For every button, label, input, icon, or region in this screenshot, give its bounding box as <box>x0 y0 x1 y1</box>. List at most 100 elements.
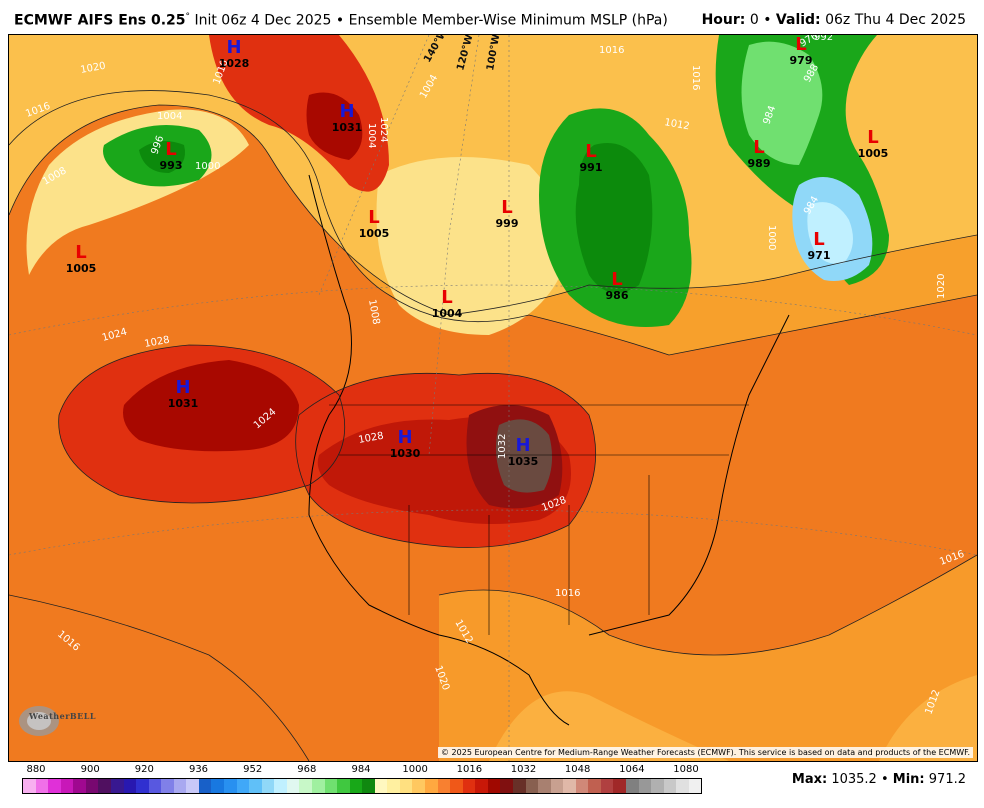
colorbar-swatch <box>487 779 501 793</box>
colorbar-swatch <box>60 779 74 793</box>
colorbar-tick: 900 <box>80 764 100 775</box>
colorbar-swatch <box>399 779 413 793</box>
colorbar-tick-labels: 880 900 920 936 952 968 984 1000 1016 1032 1048 106… <box>22 764 702 778</box>
colorbar-swatch <box>462 779 476 793</box>
field-984-greenland-low <box>741 41 823 165</box>
colorbar-swatch <box>500 779 513 793</box>
map-header: ECMWF AIFS Ens 0.25° Init 06z 4 Dec 2025… <box>0 0 984 34</box>
center-type-label: L <box>753 137 764 158</box>
center-type-label: H <box>515 435 530 456</box>
colorbar-tick: 920 <box>134 764 154 775</box>
isobar-label: 1000 <box>195 161 220 172</box>
isobar-label: 1008 <box>366 299 381 326</box>
colorbar-swatch <box>349 779 363 793</box>
center-value-label: 1004 <box>432 307 463 320</box>
colorbar-swatch <box>550 779 564 793</box>
center-value-label: 1030 <box>390 447 421 460</box>
isobar-label: 1028 <box>144 335 171 350</box>
colorbar-swatch <box>261 779 275 793</box>
colorbar-swatch <box>173 779 187 793</box>
center-value-label: 971 <box>808 249 831 262</box>
political-borders <box>329 404 749 635</box>
colorbar-tick: 984 <box>351 764 371 775</box>
center-type-label: H <box>397 427 412 448</box>
colorbar-swatch <box>148 779 162 793</box>
field-1012-gulf <box>489 691 729 761</box>
center-value-label: 1031 <box>332 121 363 134</box>
isobar-contours <box>9 90 977 761</box>
product-name: Ensemble Member-Wise Minimum MSLP (hPa) <box>348 12 668 29</box>
colorbar-tick: 1032 <box>510 764 537 775</box>
hour-label: Hour: <box>701 12 746 28</box>
center-type-label: L <box>441 287 452 308</box>
center-value-label: 989 <box>748 157 771 170</box>
colorbar-swatch <box>588 779 601 793</box>
isobar-label: 1012 <box>663 117 690 132</box>
center-value-label: 979 <box>790 54 813 67</box>
isobar-label: 1020 <box>80 61 107 76</box>
center-value-label: 1005 <box>858 147 889 160</box>
colorbar-swatch <box>35 779 49 793</box>
field-992-alaska-low <box>139 141 185 173</box>
colorbar-swatch <box>575 779 589 793</box>
center-value-label: 1035 <box>508 455 539 468</box>
isobar-label: 992 <box>814 35 833 43</box>
colorbar-swatch <box>236 779 250 793</box>
colorbar-swatch <box>110 779 124 793</box>
max-min-readout: Max: 1035.2 • Min: 971.2 <box>792 772 966 787</box>
center-value-label: 986 <box>606 289 629 302</box>
colorbar-swatch <box>626 779 639 793</box>
colorbar-swatch <box>299 779 312 793</box>
hour-value: 0 <box>749 12 759 28</box>
mslp-map[interactable]: 140°W 120°W 100°W 1020 1016 1008 1004 996 1000 1… <box>8 34 978 762</box>
mslp-map-canvas: 140°W 120°W 100°W 102010161008100499610001… <box>9 35 977 761</box>
init-time: Init 06z 4 Dec 2025 <box>194 12 332 29</box>
logo-text: WeatherBELL <box>29 711 97 721</box>
isobar-label: 1020 <box>936 274 947 299</box>
center-type-label: H <box>226 37 241 58</box>
colorbar-strip <box>22 778 702 794</box>
colorbar-swatch <box>450 779 463 793</box>
colorbar-tick: 1064 <box>619 764 645 775</box>
colorbar-swatch <box>274 779 287 793</box>
center-type-label: H <box>175 377 190 398</box>
field-1028-pacific-high <box>123 360 299 452</box>
colorbar-swatch <box>475 779 488 793</box>
valid-label: Valid: <box>775 12 821 28</box>
min-value: 971.2 <box>928 772 966 787</box>
isobar-label: 1004 <box>366 123 377 148</box>
center-value-label: 1005 <box>66 262 97 275</box>
valid-value: 06z Thu 4 Dec 2025 <box>825 12 966 28</box>
map-title: ECMWF AIFS Ens 0.25° Init 06z 4 Dec 2025… <box>14 12 668 29</box>
center-type-label: L <box>795 35 806 55</box>
field-1028-yukon-high <box>306 92 363 160</box>
colorbar-swatch <box>249 779 262 793</box>
colorbar-swatch <box>638 779 652 793</box>
title-separator: • <box>335 12 345 29</box>
field-1012-se <box>879 675 977 761</box>
colorbar-swatch <box>136 779 149 793</box>
colorbar-swatch <box>224 779 237 793</box>
colorbar-swatch <box>538 779 551 793</box>
colorbar-swatch <box>324 779 338 793</box>
colorbar-swatch <box>98 779 111 793</box>
center-type-label: L <box>867 127 878 148</box>
max-label: Max: <box>791 772 828 787</box>
colorbar-swatch <box>688 779 702 793</box>
colorbar-tick: 936 <box>188 764 209 775</box>
isobar-label: 1016 <box>555 588 580 599</box>
colorbar-swatch <box>23 779 36 793</box>
isobar-label: 1032 <box>497 434 508 459</box>
isobar-label: 1000 <box>766 225 777 250</box>
max-value: 1035.2 <box>831 772 877 787</box>
center-type-label: L <box>585 141 596 162</box>
isobar-label: 1016 <box>690 65 701 90</box>
colorbar-swatch <box>311 779 325 793</box>
colorbar-swatch <box>525 779 539 793</box>
